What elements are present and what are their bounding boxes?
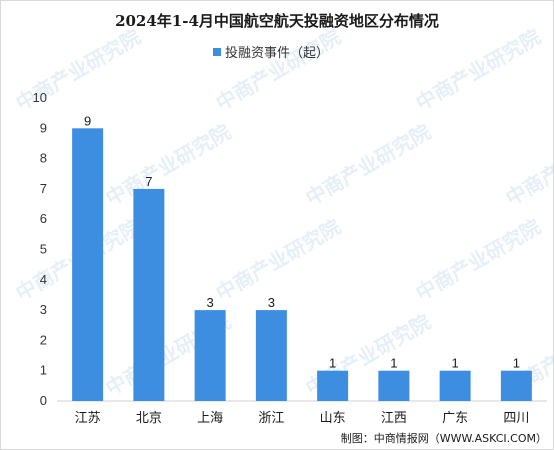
x-tick-label: 北京 (136, 411, 162, 426)
bar (500, 370, 532, 401)
y-tick-label: 9 (40, 120, 47, 135)
watermark-text: 中商产业研究院 (12, 25, 145, 116)
x-tick-label: 江苏 (75, 410, 101, 426)
bar (317, 370, 349, 401)
watermark-text: 中商产业研究院 (412, 215, 545, 306)
y-tick-label: 4 (40, 272, 47, 287)
bar-data-label: 1 (513, 356, 520, 371)
bar (439, 370, 471, 401)
bar-data-label: 1 (452, 356, 459, 371)
bar (72, 128, 104, 402)
y-tick-label: 7 (40, 181, 47, 196)
y-tick-label: 2 (40, 332, 47, 347)
y-tick-label: 5 (40, 242, 47, 257)
bar (133, 188, 165, 401)
y-tick-label: 6 (40, 211, 47, 226)
x-tick-label: 四川 (503, 411, 529, 426)
x-tick-label: 江西 (381, 411, 407, 426)
x-tick-label: 山东 (320, 411, 346, 426)
x-axis-categories: 江苏 北京 上海 浙江 山东 江西 广东 四川 (75, 410, 530, 426)
bar-data-label: 9 (84, 113, 91, 128)
y-tick-label: 0 (40, 393, 47, 408)
y-tick-label: 1 (40, 363, 47, 378)
y-tick-label: 10 (33, 90, 47, 105)
bar-data-label: 1 (329, 356, 336, 371)
legend-label: 投融资事件（起） (225, 45, 329, 61)
y-axis-ticks: 0 1 2 3 4 5 6 7 8 9 10 (33, 90, 47, 408)
bar (194, 310, 226, 401)
watermark-text: 中商产业研究院 (102, 120, 235, 211)
bar (378, 370, 410, 401)
watermark-text: 中商产业研究院 (212, 25, 345, 116)
watermark-text: 中商产业研究院 (412, 25, 545, 116)
source-note: 制图：中商情报网（WWW.ASKCI.COM） (341, 431, 547, 445)
legend-swatch (213, 48, 221, 56)
watermark-text: 中商产业研究院 (502, 120, 554, 211)
chart-title: 2024年1-4月中国航空航天投融资地区分布情况 (115, 12, 439, 30)
bar-data-label: 1 (390, 356, 397, 371)
watermark-text: 中商产业研究院 (302, 120, 435, 211)
bars (72, 128, 532, 402)
watermark-text: 中商产业研究院 (212, 215, 345, 306)
x-tick-label: 广东 (442, 411, 468, 426)
y-tick-label: 8 (40, 151, 47, 166)
data-labels: 9 7 3 3 1 1 1 1 (84, 113, 520, 370)
y-tick-label: 3 (40, 302, 47, 317)
bar-data-label: 7 (145, 174, 152, 189)
bar-data-label: 3 (207, 295, 214, 310)
legend: 投融资事件（起） (213, 45, 329, 61)
x-tick-label: 浙江 (258, 411, 284, 426)
x-tick-label: 上海 (197, 411, 223, 426)
bar-data-label: 3 (268, 295, 275, 310)
bar (255, 310, 287, 401)
